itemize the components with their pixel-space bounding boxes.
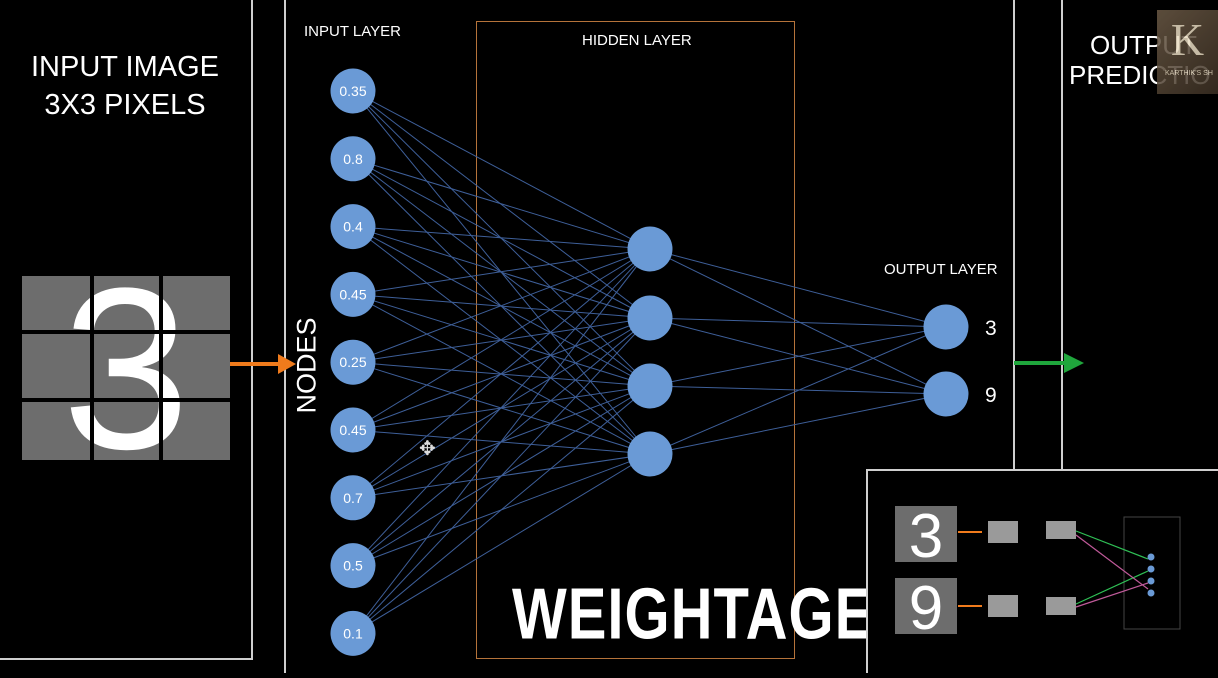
edge-hidden-output xyxy=(649,248,947,395)
inset-network-box xyxy=(1123,516,1181,630)
inset-edge xyxy=(1075,534,1149,590)
hidden-layer-label: HIDDEN LAYER xyxy=(582,32,692,49)
edge-input-hidden xyxy=(352,158,651,250)
inset-digit-bottom: 9 xyxy=(909,574,943,643)
inset-crop xyxy=(988,595,1018,617)
input-node xyxy=(330,475,376,521)
edge-input-hidden xyxy=(352,158,651,319)
output-node xyxy=(923,304,969,350)
input-node xyxy=(330,543,376,589)
edge-hidden-output xyxy=(649,248,947,328)
input-image-title-line1: INPUT IMAGE xyxy=(31,51,219,83)
edge-input-hidden xyxy=(352,385,651,634)
input-node xyxy=(330,407,376,453)
input-node-value: 0.1 xyxy=(343,625,363,641)
hidden-layer-box xyxy=(476,21,795,659)
logo-caption: KARTHIK'S SH xyxy=(1165,70,1213,77)
input-layer-label: INPUT LAYER xyxy=(304,23,401,40)
left-panel-bottom-border xyxy=(0,658,253,660)
output-node xyxy=(923,371,969,417)
right-panel-left-border xyxy=(1061,0,1063,470)
edge-input-hidden xyxy=(352,226,651,250)
edge-hidden-output xyxy=(649,326,947,455)
hidden-node xyxy=(627,431,673,477)
edge-input-hidden xyxy=(352,453,651,634)
network-panel-left-border xyxy=(284,0,286,673)
hidden-node xyxy=(627,226,673,272)
input-node xyxy=(330,204,376,250)
edge-input-hidden xyxy=(352,226,651,319)
edge-input-hidden xyxy=(352,248,651,363)
input-node-value: 0.4 xyxy=(343,219,363,235)
input-node xyxy=(330,339,376,385)
grid-divider xyxy=(22,330,230,334)
network-panel-right-border xyxy=(1013,0,1015,470)
pixel-digit: 3 xyxy=(62,276,190,460)
hidden-node xyxy=(627,295,673,341)
inset-svg: 3 9 xyxy=(895,502,1181,643)
output-arrow xyxy=(1014,353,1084,373)
edge-input-hidden xyxy=(352,293,651,319)
inset-digit-box xyxy=(895,578,957,634)
inset-crop xyxy=(988,521,1018,543)
input-node-value: 0.45 xyxy=(339,422,366,438)
hidden-node xyxy=(627,363,673,409)
input-node xyxy=(330,136,376,182)
input-node-value: 0.45 xyxy=(339,286,366,302)
input-node-value: 0.35 xyxy=(339,83,366,99)
edge-input-hidden xyxy=(352,317,651,363)
inset-edge xyxy=(1075,530,1149,560)
move-cursor-icon: ✥ xyxy=(419,438,436,460)
logo-letter: K xyxy=(1170,14,1205,65)
channel-logo: K KARTHIK'S SH xyxy=(1157,10,1218,94)
inset-node xyxy=(1147,553,1155,561)
inset-edge xyxy=(1075,582,1149,608)
pixel-grid: 3 xyxy=(22,276,230,460)
preview-inset: 3 9 xyxy=(866,469,1218,673)
edge-input-hidden xyxy=(352,90,651,250)
inset-node xyxy=(1147,577,1155,585)
input-node xyxy=(330,271,376,317)
input-node xyxy=(330,68,376,114)
input-node-value: 0.5 xyxy=(343,558,363,574)
input-node xyxy=(330,610,376,656)
input-image-title-line2: 3X3 PIXELS xyxy=(44,89,206,121)
input-node-value: 0.7 xyxy=(343,490,363,506)
edge-input-hidden xyxy=(352,248,651,431)
edge-input-hidden xyxy=(352,248,651,634)
grid-divider xyxy=(159,276,163,460)
edge-input-hidden xyxy=(352,248,651,566)
edge-hidden-output xyxy=(649,326,947,387)
edge-input-hidden xyxy=(352,90,651,319)
input-node-value: 0.8 xyxy=(343,151,363,167)
inset-edge xyxy=(1075,570,1149,605)
input-arrow xyxy=(230,354,296,374)
weightage-label: WEIGHTAGE xyxy=(512,573,875,655)
grid-divider xyxy=(90,276,94,460)
inset-crop xyxy=(1046,597,1076,615)
edge-input-hidden xyxy=(352,248,651,295)
edge-hidden-output xyxy=(649,317,947,328)
inset-crop xyxy=(1046,521,1076,539)
inset-digit-box xyxy=(895,506,957,562)
pixel-background xyxy=(22,276,230,460)
pixel-grid-svg: 3 xyxy=(22,276,230,460)
output-layer-label: OUTPUT LAYER xyxy=(884,261,998,278)
edge-hidden-output xyxy=(649,393,947,455)
input-image-title: INPUT IMAGE 3X3 PIXELS xyxy=(0,48,250,124)
grid-divider xyxy=(22,398,230,402)
edge-input-hidden xyxy=(352,248,651,499)
output-node-label: 3 xyxy=(985,317,997,340)
input-node-value: 0.25 xyxy=(339,354,366,370)
inset-digit-top: 3 xyxy=(909,502,943,571)
inset-node xyxy=(1147,589,1155,597)
inset-node xyxy=(1147,565,1155,573)
output-node-label: 9 xyxy=(985,384,997,407)
left-panel-right-border xyxy=(251,0,253,660)
edge-input-hidden xyxy=(352,317,651,634)
